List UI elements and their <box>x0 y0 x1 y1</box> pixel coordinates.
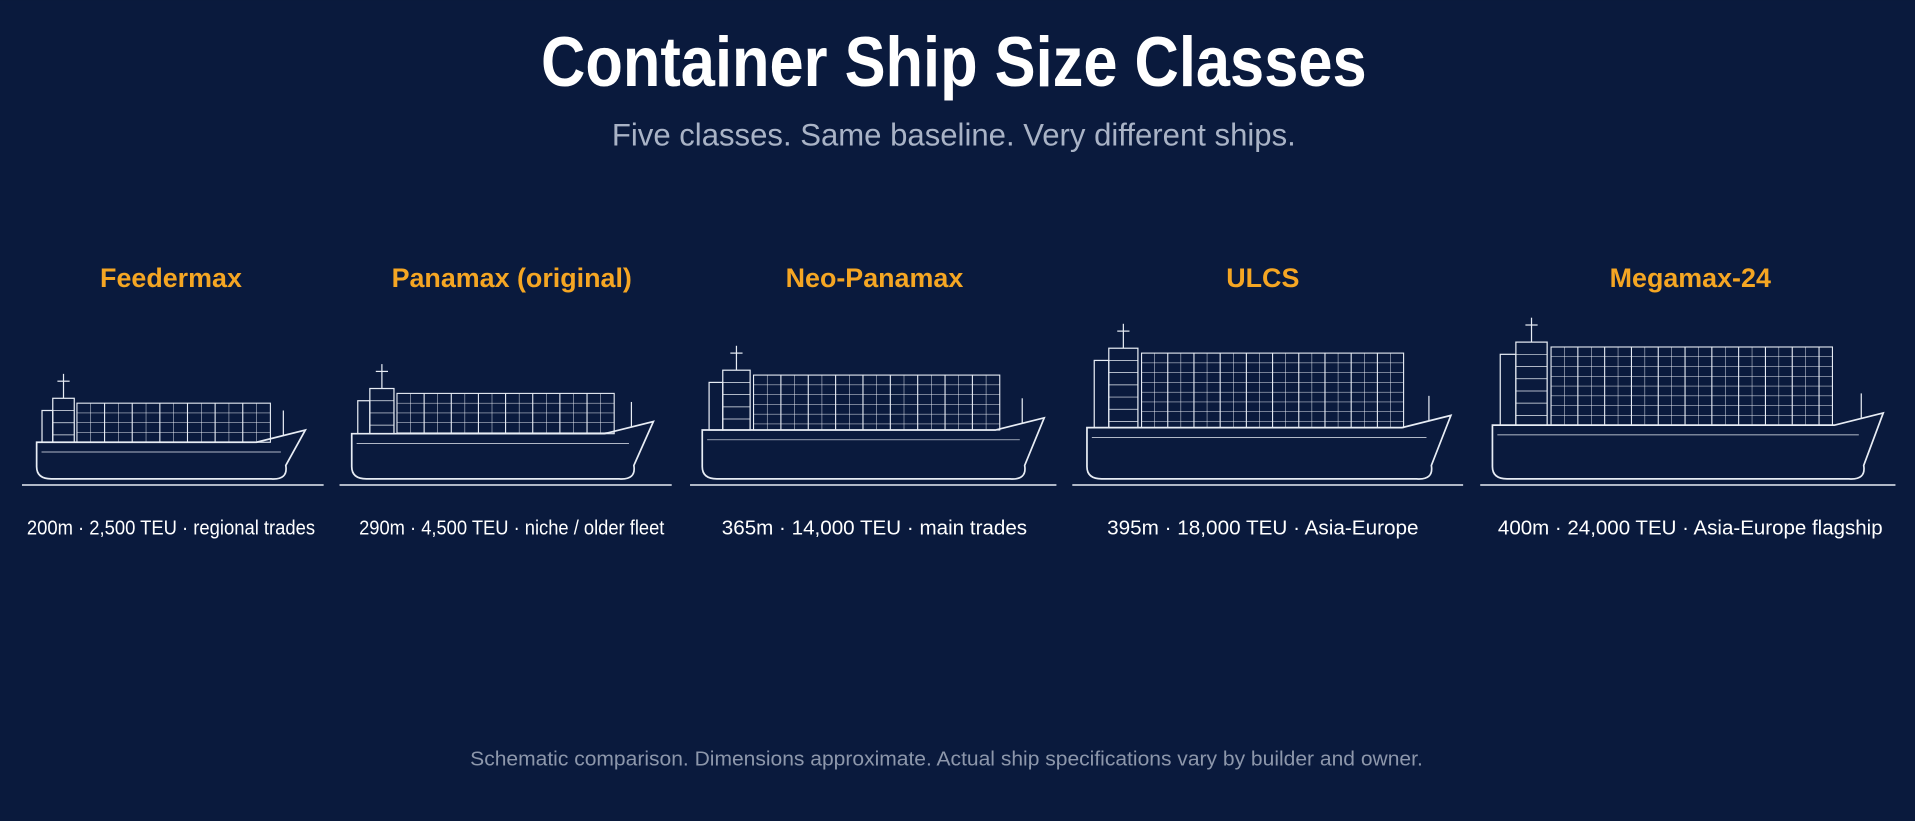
funnel <box>41 409 54 443</box>
hull <box>350 420 655 480</box>
class-caption: 200m · 2,500 TEU · regional trades <box>27 516 315 539</box>
hull <box>701 416 1046 480</box>
title: Container Ship Size Classes <box>541 23 1367 102</box>
class-caption: 365m · 14,000 TEU · main trades <box>722 516 1027 539</box>
funnel <box>1499 353 1517 426</box>
class-caption: 395m · 18,000 TEU · Asia-Europe <box>1107 516 1418 539</box>
funnel <box>1093 359 1110 429</box>
ship <box>21 373 324 486</box>
hull <box>1086 414 1453 480</box>
subtitle: Five classes. Same baseline. Very differ… <box>612 116 1296 152</box>
hull <box>1491 411 1885 480</box>
ship <box>339 364 672 486</box>
ship <box>1480 317 1896 486</box>
funnel <box>708 381 724 431</box>
class-name: Feedermax <box>100 263 242 293</box>
ship <box>1072 323 1464 486</box>
funnel <box>357 400 371 435</box>
hull <box>35 428 308 480</box>
class-caption: 290m · 4,500 TEU · niche / older fleet <box>359 516 665 539</box>
ship <box>690 345 1057 486</box>
class-name: Megamax-24 <box>1610 263 1771 293</box>
class-name: Neo-Panamax <box>786 263 964 293</box>
class-caption: 400m · 24,000 TEU · Asia-Europe flagship <box>1498 516 1883 539</box>
class-name: ULCS <box>1226 263 1299 293</box>
class-name: Panamax (original) <box>392 263 632 293</box>
footnote: Schematic comparison. Dimensions approxi… <box>470 747 1423 770</box>
